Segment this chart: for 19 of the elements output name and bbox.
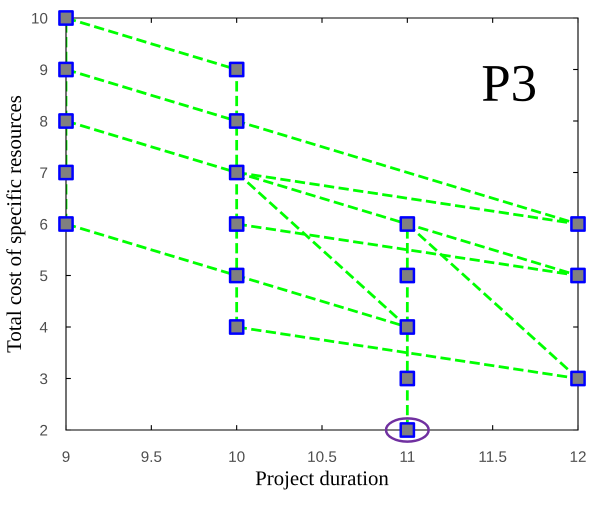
x-axis-title: Project duration <box>256 470 389 490</box>
x-tick-label: 9.5 <box>141 451 162 462</box>
y-tick-label: 3 <box>40 373 48 384</box>
y-tick-label: 5 <box>40 270 48 282</box>
y-tick-label: 8 <box>40 116 48 127</box>
x-tick-label: 12 <box>570 451 586 462</box>
y-tick-label: 4 <box>40 322 48 333</box>
y-tick-label: 2 <box>40 424 48 436</box>
annotation: P3 <box>482 66 535 102</box>
y-axis-title: Total cost of specific resources <box>6 96 26 352</box>
x-tick-label: 10.5 <box>308 451 336 462</box>
x-tick-label: 9 <box>62 451 70 462</box>
y-tick-label: 7 <box>40 168 48 178</box>
y-tick-label: 10 <box>32 12 48 24</box>
x-tick-label: 11.5 <box>480 451 506 462</box>
y-tick-label: 6 <box>40 218 48 230</box>
x-tick-label: 11 <box>400 451 415 462</box>
x-tick-label: 10 <box>229 451 245 462</box>
y-tick-label: 9 <box>40 64 48 76</box>
